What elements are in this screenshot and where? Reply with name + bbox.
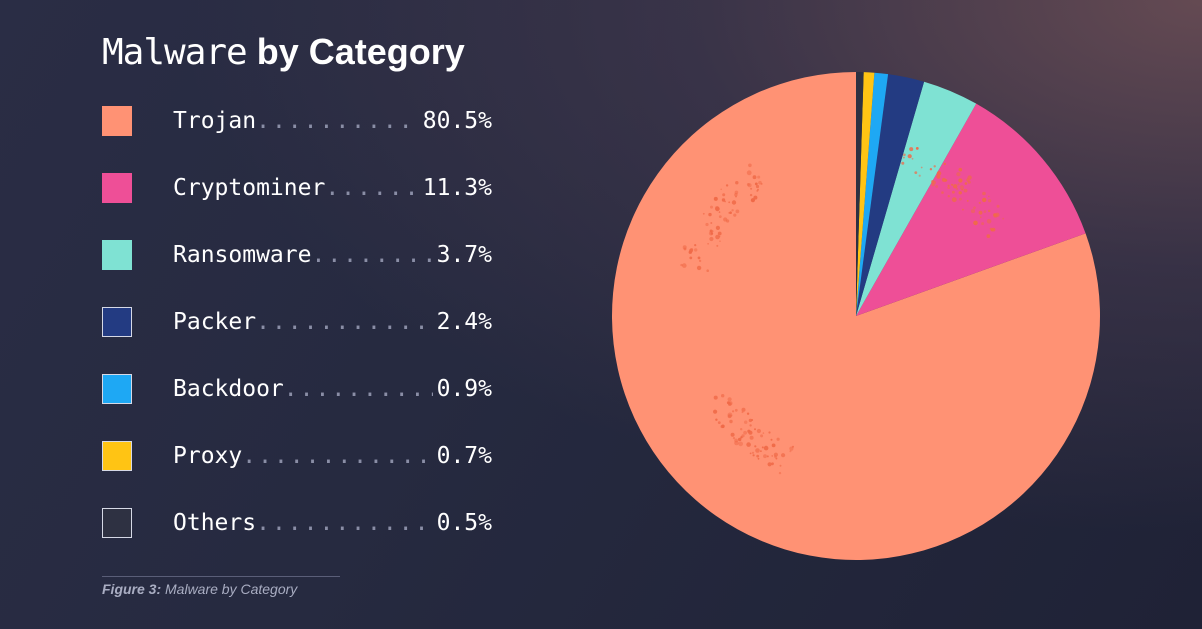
leader-dots: ................................ — [325, 175, 419, 201]
caption-divider — [102, 576, 340, 577]
pie-chart — [611, 72, 1100, 560]
figure-caption: Figure 3: Malware by Category — [102, 581, 297, 597]
caption-label: Figure 3: — [102, 581, 162, 597]
pie-slice-cryptominer — [856, 103, 1086, 317]
leader-dots: ................................ — [283, 376, 433, 402]
legend-swatch — [102, 441, 132, 471]
legend-swatch — [102, 173, 132, 203]
legend-item-proxy: Proxy ................................ 0… — [102, 439, 492, 473]
legend-value: 11.3% — [422, 175, 492, 201]
legend-label: Trojan — [173, 108, 257, 134]
pie-slice-others — [856, 72, 864, 316]
legend-value: 0.7% — [436, 443, 492, 469]
pie-slice-packer — [856, 74, 925, 317]
leader-dots: ................................ — [311, 242, 433, 268]
chart-title-bold: by Category — [256, 31, 465, 72]
leader-dots: ................................ — [242, 443, 433, 469]
legend-label: Ransomware — [173, 242, 312, 268]
legend-label: Backdoor — [173, 376, 284, 402]
legend-label: Cryptominer — [173, 175, 326, 201]
legend-swatch — [102, 374, 132, 404]
legend-item-cryptominer: Cryptominer ............................… — [102, 171, 492, 205]
legend-label: Packer — [173, 309, 257, 335]
leader-dots: ................................ — [256, 108, 419, 134]
speckle-texture — [901, 147, 1005, 239]
legend-value: 2.4% — [436, 309, 492, 335]
legend-value: 3.7% — [436, 242, 492, 268]
leader-dots: ................................ — [256, 309, 433, 335]
speckle-texture — [680, 163, 763, 272]
legend-value: 0.9% — [436, 376, 492, 402]
legend-swatch — [102, 307, 132, 337]
legend-item-packer: Packer ................................ … — [102, 305, 492, 339]
legend-label: Proxy — [173, 443, 243, 469]
legend-swatch — [102, 508, 132, 538]
pie-slice-ransomware — [856, 81, 977, 316]
pie-slice-backdoor — [856, 72, 889, 316]
legend-swatch — [102, 106, 132, 136]
leader-dots: ................................ — [256, 510, 433, 536]
chart-title-light: Malware — [102, 32, 248, 73]
caption-text: Malware by Category — [165, 581, 298, 597]
speckle-texture — [713, 394, 794, 475]
legend-label: Others — [173, 510, 257, 536]
legend-value: 80.5% — [422, 108, 492, 134]
legend-swatch — [102, 240, 132, 270]
legend-item-trojan: Trojan ................................ … — [102, 104, 492, 138]
pie-slice-proxy — [856, 72, 875, 317]
legend-item-backdoor: Backdoor ...............................… — [102, 372, 492, 406]
legend-value: 0.5% — [436, 510, 492, 536]
legend-item-ransomware: Ransomware .............................… — [102, 238, 492, 272]
chart-title: Malware by Category — [102, 30, 465, 75]
legend-item-others: Others ................................ … — [102, 506, 492, 540]
